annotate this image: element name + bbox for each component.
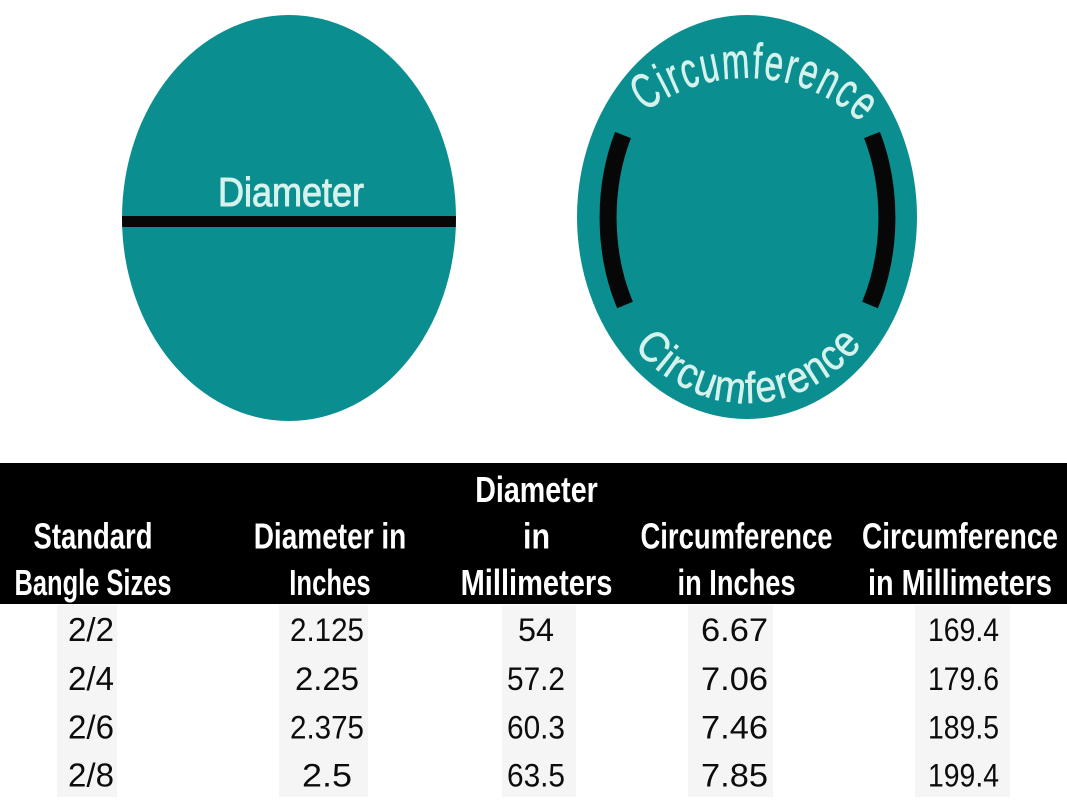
svg-text:f: f xyxy=(744,363,756,413)
svg-text:2.125: 2.125 xyxy=(290,612,364,648)
svg-text:Standard: Standard xyxy=(34,516,153,557)
svg-text:Diameter in: Diameter in xyxy=(254,516,407,557)
svg-text:63.5: 63.5 xyxy=(507,757,565,793)
svg-text:2/8: 2/8 xyxy=(68,757,114,794)
svg-text:2.25: 2.25 xyxy=(295,661,359,697)
svg-text:m: m xyxy=(711,360,749,413)
svg-text:m: m xyxy=(720,33,751,90)
svg-text:in Inches: in Inches xyxy=(678,562,796,603)
svg-text:60.3: 60.3 xyxy=(507,710,565,746)
svg-text:179.6: 179.6 xyxy=(928,661,999,697)
svg-text:Inches: Inches xyxy=(289,562,370,603)
svg-text:Diameter: Diameter xyxy=(218,169,364,215)
svg-text:2/2: 2/2 xyxy=(68,612,114,649)
svg-text:2.5: 2.5 xyxy=(302,757,352,793)
svg-text:7.46: 7.46 xyxy=(701,710,768,746)
svg-text:189.5: 189.5 xyxy=(928,710,999,746)
svg-text:in Millimeters: in Millimeters xyxy=(868,562,1052,603)
svg-text:2.375: 2.375 xyxy=(290,710,364,746)
svg-text:Diameter: Diameter xyxy=(475,469,598,510)
svg-text:54: 54 xyxy=(518,612,554,648)
svg-text:Millimeters: Millimeters xyxy=(461,562,613,603)
svg-text:Circumference: Circumference xyxy=(862,516,1058,557)
svg-text:199.4: 199.4 xyxy=(928,757,999,793)
svg-text:Circumference: Circumference xyxy=(641,516,833,557)
svg-text:57.2: 57.2 xyxy=(507,661,565,697)
svg-text:f: f xyxy=(751,33,763,89)
svg-text:2/6: 2/6 xyxy=(68,710,114,747)
svg-text:169.4: 169.4 xyxy=(928,612,999,648)
svg-text:7.85: 7.85 xyxy=(701,757,768,793)
svg-text:Bangle Sizes: Bangle Sizes xyxy=(15,562,172,603)
svg-text:7.06: 7.06 xyxy=(701,661,768,697)
svg-text:2/4: 2/4 xyxy=(68,661,114,698)
svg-text:6.67: 6.67 xyxy=(701,612,768,648)
svg-text:in: in xyxy=(523,516,550,557)
